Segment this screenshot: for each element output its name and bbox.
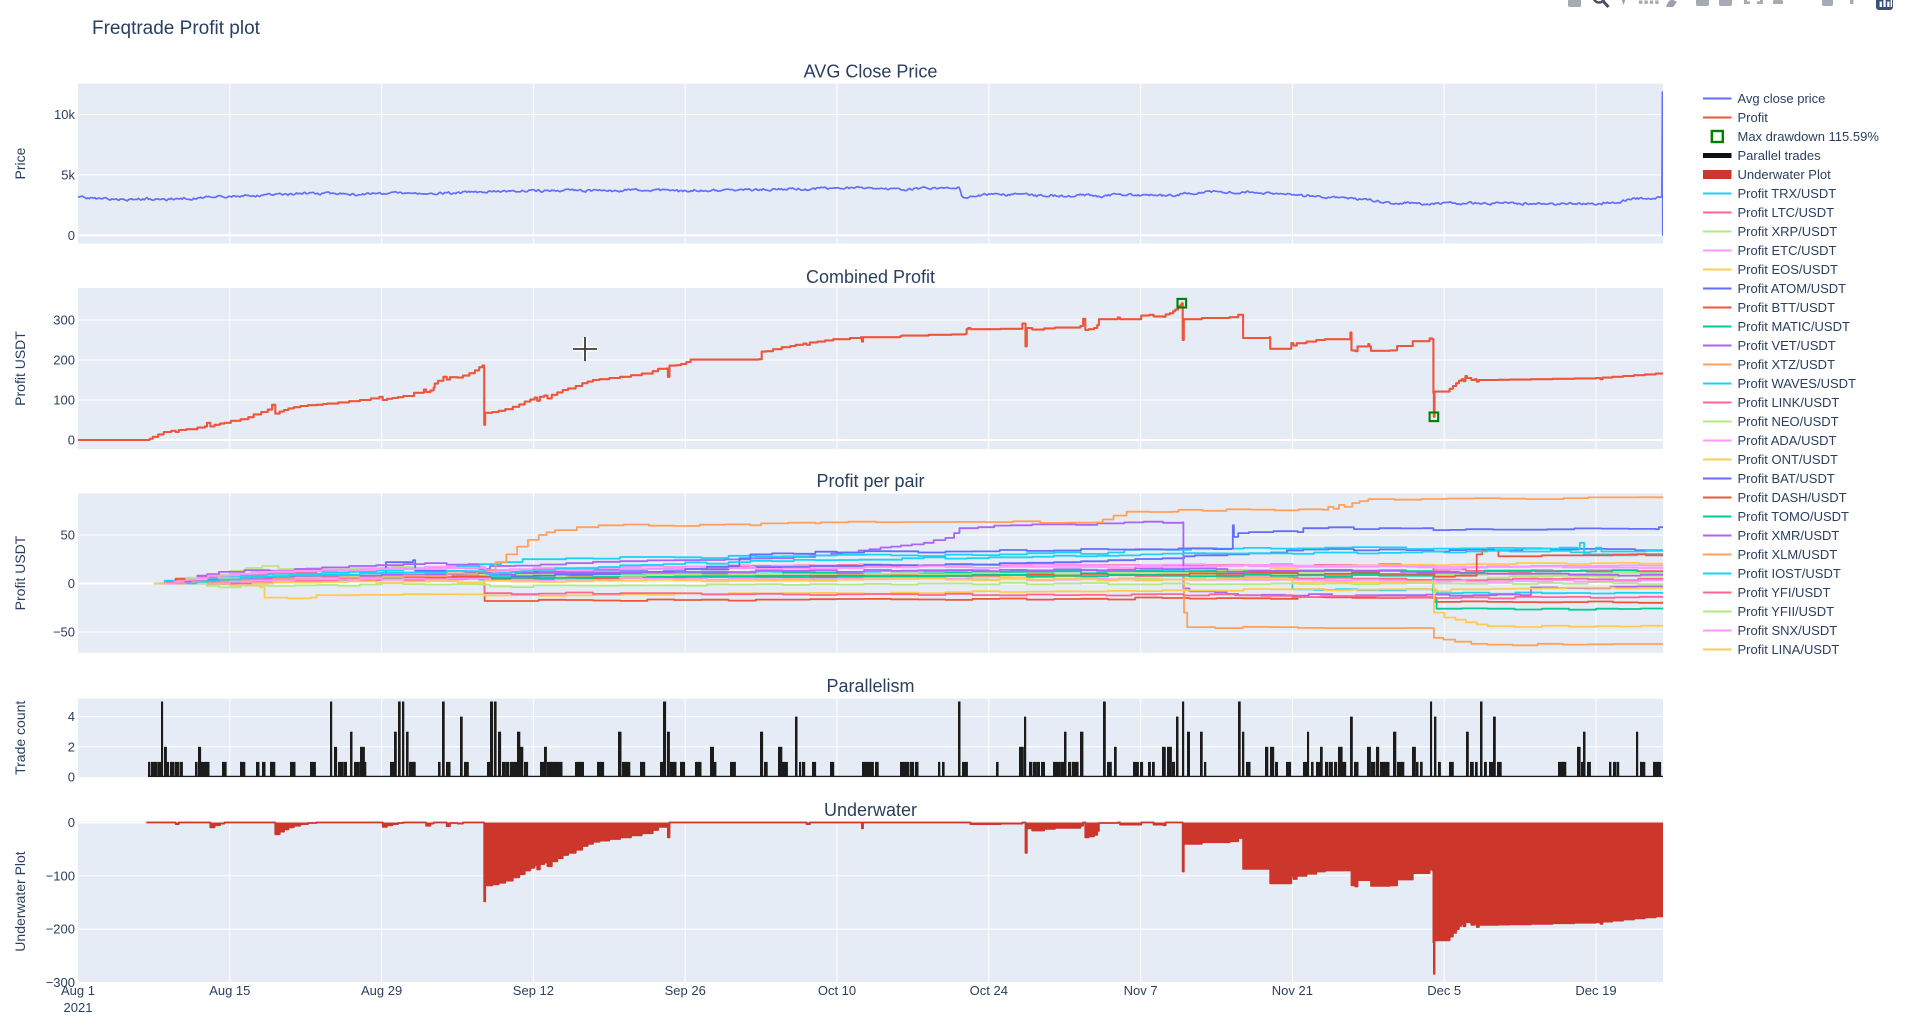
svg-text:Profit ADA/USDT: Profit ADA/USDT: [1738, 433, 1837, 448]
svg-text:0: 0: [68, 770, 75, 785]
svg-text:Profit YFI/USDT: Profit YFI/USDT: [1738, 585, 1831, 600]
svg-text:Profit BTT/USDT: Profit BTT/USDT: [1738, 300, 1836, 315]
svg-text:2: 2: [68, 739, 75, 754]
svg-text:Profit USDT: Profit USDT: [12, 331, 28, 406]
svg-text:Profit XRP/USDT: Profit XRP/USDT: [1738, 224, 1838, 239]
svg-text:5k: 5k: [61, 167, 75, 182]
svg-text:Profit ETC/USDT: Profit ETC/USDT: [1738, 243, 1837, 258]
svg-text:Underwater Plot: Underwater Plot: [1738, 167, 1832, 182]
svg-text:50: 50: [61, 528, 75, 543]
svg-text:Profit XTZ/USDT: Profit XTZ/USDT: [1738, 357, 1836, 372]
svg-text:10k: 10k: [54, 107, 75, 122]
svg-text:AVG Close Price: AVG Close Price: [804, 62, 938, 82]
svg-text:Aug 15: Aug 15: [209, 983, 250, 998]
svg-text:Sep 26: Sep 26: [665, 983, 706, 998]
svg-text:Max drawdown 115.59%: Max drawdown 115.59%: [1738, 129, 1880, 144]
svg-text:Freqtrade Profit plot: Freqtrade Profit plot: [92, 18, 261, 39]
svg-text:Profit per pair: Profit per pair: [816, 471, 924, 491]
svg-text:Profit ATOM/USDT: Profit ATOM/USDT: [1738, 281, 1847, 296]
svg-text:Profit EOS/USDT: Profit EOS/USDT: [1738, 262, 1838, 277]
svg-text:Nov 7: Nov 7: [1124, 983, 1158, 998]
svg-text:Profit TOMO/USDT: Profit TOMO/USDT: [1738, 509, 1850, 524]
svg-text:Profit TRX/USDT: Profit TRX/USDT: [1738, 186, 1837, 201]
svg-text:Profit XMR/USDT: Profit XMR/USDT: [1738, 528, 1840, 543]
svg-text:0: 0: [68, 433, 75, 448]
svg-text:Profit NEO/USDT: Profit NEO/USDT: [1738, 414, 1839, 429]
svg-text:Dec 5: Dec 5: [1427, 983, 1461, 998]
svg-text:Profit VET/USDT: Profit VET/USDT: [1738, 338, 1836, 353]
svg-text:Profit DASH/USDT: Profit DASH/USDT: [1738, 490, 1847, 505]
svg-text:Profit ONT/USDT: Profit ONT/USDT: [1738, 452, 1838, 467]
svg-text:300: 300: [53, 313, 75, 328]
svg-text:Avg close price: Avg close price: [1738, 91, 1826, 106]
svg-text:Parallel trades: Parallel trades: [1738, 148, 1822, 163]
svg-text:100: 100: [53, 393, 75, 408]
svg-text:4: 4: [68, 709, 75, 724]
svg-text:Oct 24: Oct 24: [970, 983, 1008, 998]
svg-text:Profit LINK/USDT: Profit LINK/USDT: [1738, 395, 1840, 410]
svg-text:Profit USDT: Profit USDT: [12, 535, 28, 610]
svg-text:−200: −200: [46, 922, 75, 937]
svg-text:Price: Price: [12, 147, 28, 179]
svg-text:2021: 2021: [64, 1000, 93, 1015]
svg-text:−50: −50: [53, 625, 75, 640]
svg-text:Profit SNX/USDT: Profit SNX/USDT: [1738, 623, 1838, 638]
svg-text:Parallelism: Parallelism: [826, 676, 914, 696]
svg-text:Profit LINA/USDT: Profit LINA/USDT: [1738, 642, 1840, 657]
svg-text:200: 200: [53, 353, 75, 368]
svg-text:0: 0: [68, 815, 75, 830]
svg-text:Profit LTC/USDT: Profit LTC/USDT: [1738, 205, 1835, 220]
svg-text:Dec 19: Dec 19: [1575, 983, 1616, 998]
svg-text:−100: −100: [46, 868, 75, 883]
svg-text:Nov 21: Nov 21: [1272, 983, 1313, 998]
svg-text:Profit WAVES/USDT: Profit WAVES/USDT: [1738, 376, 1857, 391]
svg-text:Sep 12: Sep 12: [513, 983, 554, 998]
svg-text:Profit IOST/USDT: Profit IOST/USDT: [1738, 566, 1841, 581]
svg-text:Underwater Plot: Underwater Plot: [12, 851, 28, 951]
svg-text:Profit BAT/USDT: Profit BAT/USDT: [1738, 471, 1835, 486]
svg-text:Oct 10: Oct 10: [818, 983, 856, 998]
svg-text:Trade count: Trade count: [12, 701, 28, 775]
svg-text:0: 0: [68, 228, 75, 243]
svg-text:Aug 1: Aug 1: [61, 983, 95, 998]
svg-text:Profit: Profit: [1738, 110, 1769, 125]
svg-text:Combined Profit: Combined Profit: [806, 267, 935, 287]
svg-text:Aug 29: Aug 29: [361, 983, 402, 998]
svg-text:Profit XLM/USDT: Profit XLM/USDT: [1738, 547, 1838, 562]
svg-text:Profit MATIC/USDT: Profit MATIC/USDT: [1738, 319, 1850, 334]
svg-text:Profit YFII/USDT: Profit YFII/USDT: [1738, 604, 1835, 619]
svg-text:−300: −300: [46, 975, 75, 990]
svg-text:Underwater: Underwater: [824, 800, 917, 820]
svg-text:0: 0: [68, 576, 75, 591]
